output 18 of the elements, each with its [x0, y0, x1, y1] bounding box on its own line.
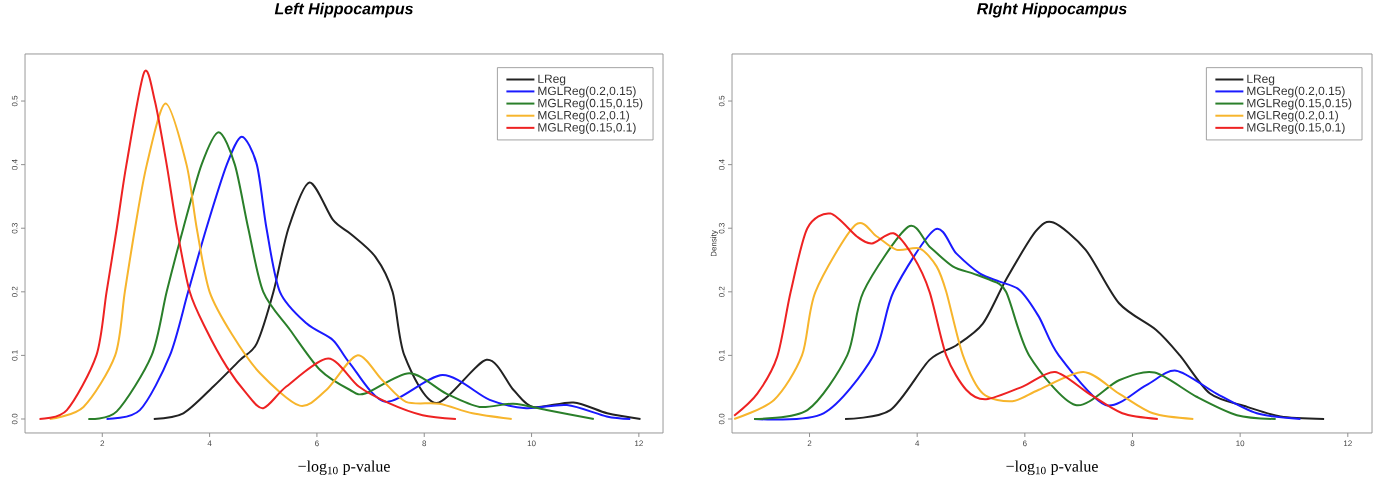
line-series [38, 70, 457, 420]
line-series [844, 220, 1326, 420]
line-series [48, 102, 513, 420]
legend-label: MGLReg(0.2,0.15) [538, 86, 636, 98]
line-series [152, 181, 642, 420]
x-axis-title: −log$_{10}$ p-value [1006, 460, 1098, 475]
x-axis-title: −log$_{10}$ p-value [298, 460, 390, 475]
legend-label: MGLReg(0.2,0.1) [538, 110, 629, 122]
legend-label: LReg [1247, 74, 1275, 86]
legend-label: MGLReg(0.2,0.1) [1247, 110, 1338, 122]
legend-label: MGLReg(0.2,0.15) [1247, 86, 1345, 98]
legend-label: MGLReg(0.15,0.1) [1247, 122, 1345, 134]
legend-label: LReg [538, 74, 566, 86]
legend-label: MGLReg(0.15,0.15) [538, 98, 643, 110]
legend-label: MGLReg(0.15,0.1) [538, 122, 636, 134]
chart-title: RIght Hippocampus [977, 2, 1127, 18]
chart-title: Left Hippocampus [274, 2, 413, 18]
legend-label: MGLReg(0.15,0.15) [1247, 98, 1352, 110]
